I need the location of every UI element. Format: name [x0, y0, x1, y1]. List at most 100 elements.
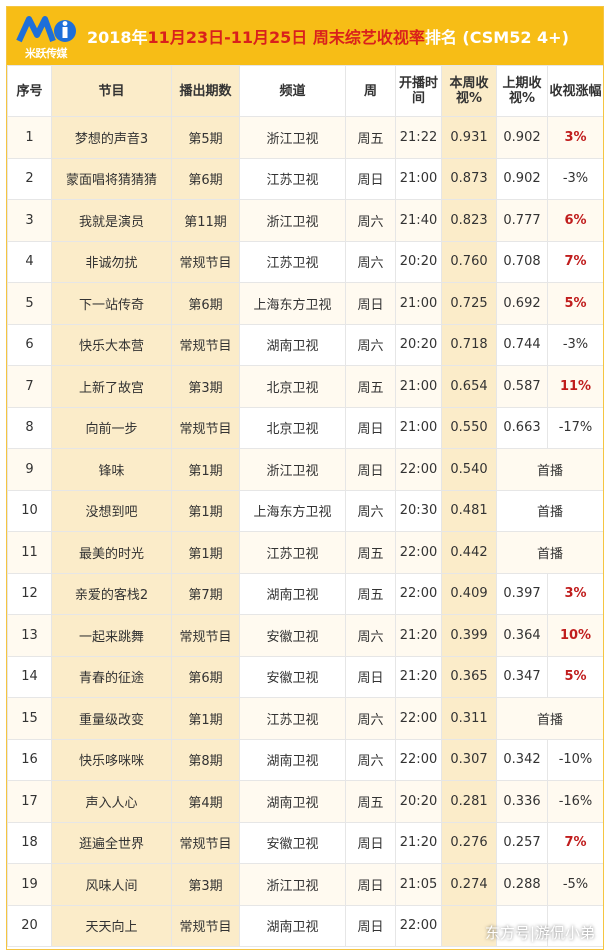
- cell-last: 0.288: [496, 863, 548, 906]
- cell-change: 10%: [547, 614, 603, 657]
- cell-day: 周六: [345, 199, 396, 242]
- cell-time: 22:00: [395, 904, 442, 947]
- cell-episode: 第5期: [171, 116, 240, 159]
- title-suffix: 排名 (CSM52 4+): [424, 28, 569, 47]
- cell-channel: 浙江卫视: [239, 448, 346, 491]
- cell-channel: 上海东方卫视: [239, 282, 346, 325]
- col-header-episode: 播出期数: [171, 65, 240, 117]
- cell-rank: 16: [7, 738, 52, 781]
- cell-last: 0.587: [496, 365, 548, 408]
- cell-time: 20:30: [395, 489, 442, 532]
- table-row: 2 蒙面唱将猜猜猜 第6期 江苏卫视 周日 21:00 0.873 0.902 -3%: [7, 157, 603, 200]
- cell-rank: 19: [7, 863, 52, 906]
- col-header-time: 开播时间: [395, 65, 442, 117]
- cell-change: 11%: [547, 365, 603, 408]
- title-year: 2018年: [87, 28, 148, 47]
- cell-rank: 15: [7, 697, 52, 740]
- cell-this-week: 0.931: [441, 116, 497, 159]
- cell-this-week: 0.365: [441, 655, 497, 698]
- table-body: 1 梦想的声音3 第5期 浙江卫视 周五 21:22 0.931 0.902 3% 2 蒙面唱将猜猜…: [7, 116, 603, 947]
- table-row: 19 风味人间 第3期 浙江卫视 周日 21:05 0.274 0.288 -5%: [7, 863, 603, 906]
- table-row: 14 青春的征途 第6期 安徽卫视 周日 21:20 0.365 0.347 5%: [7, 655, 603, 698]
- table-row: 4 非诚勿扰 常规节目 江苏卫视 周六 20:20 0.760 0.708 7%: [7, 240, 603, 283]
- cell-episode: 第4期: [171, 780, 240, 823]
- cell-rank: 3: [7, 199, 52, 242]
- cell-channel: 湖南卫视: [239, 904, 346, 947]
- cell-time: 20:20: [395, 240, 442, 283]
- cell-last: 0.397: [496, 572, 548, 615]
- watermark: 东方号|游侃小弟: [484, 924, 595, 942]
- cell-channel: 北京卫视: [239, 365, 346, 408]
- cell-premiere: 首播: [496, 448, 603, 491]
- cell-channel: 江苏卫视: [239, 157, 346, 200]
- title-dates: 11月23日-11月25日 周末综艺收视率: [147, 28, 425, 47]
- cell-rank: 6: [7, 323, 52, 366]
- cell-episode: 第1期: [171, 448, 240, 491]
- cell-channel: 浙江卫视: [239, 863, 346, 906]
- cell-last: 0.257: [496, 821, 548, 864]
- cell-program: 逛遍全世界: [51, 821, 172, 864]
- table-row: 12 亲爱的客栈2 第7期 湖南卫视 周五 22:00 0.409 0.397 3%: [7, 572, 603, 615]
- cell-day: 周日: [345, 157, 396, 200]
- cell-channel: 安徽卫视: [239, 821, 346, 864]
- table-row: 6 快乐大本营 常规节目 湖南卫视 周六 20:20 0.718 0.744 -3%: [7, 323, 603, 366]
- ratings-card: 米跃传媒 2018年 11月23日-11月25日 周末综艺收视率 排名 (CSM52…: [6, 6, 604, 950]
- cell-last: 0.663: [496, 406, 548, 449]
- cell-day: 周五: [345, 531, 396, 574]
- col-header-day: 周: [345, 65, 396, 117]
- cell-time: 21:00: [395, 157, 442, 200]
- cell-rank: 13: [7, 614, 52, 657]
- cell-last: 0.336: [496, 780, 548, 823]
- cell-program: 梦想的声音3: [51, 116, 172, 159]
- cell-episode: 常规节目: [171, 821, 240, 864]
- cell-episode: 常规节目: [171, 406, 240, 449]
- cell-day: 周五: [345, 116, 396, 159]
- table-row: 17 声入人心 第4期 湖南卫视 周五 20:20 0.281 0.336 -16%: [7, 780, 603, 823]
- cell-program: 我就是演员: [51, 199, 172, 242]
- cell-time: 21:05: [395, 863, 442, 906]
- cell-day: 周六: [345, 240, 396, 283]
- cell-rank: 1: [7, 116, 52, 159]
- cell-this-week: 0.307: [441, 738, 497, 781]
- cell-premiere: 首播: [496, 489, 603, 532]
- cell-rank: 12: [7, 572, 52, 615]
- cell-day: 周六: [345, 614, 396, 657]
- page-title: 2018年 11月23日-11月25日 周末综艺收视率 排名 (CSM52 4+): [87, 7, 597, 65]
- cell-time: 21:00: [395, 406, 442, 449]
- table-header-row: 序号 节目 播出期数 频道 周 开播时间 本周收视% 上期收视% 收视涨幅: [7, 65, 603, 117]
- cell-program: 最美的时光: [51, 531, 172, 574]
- cell-program: 向前一步: [51, 406, 172, 449]
- cell-channel: 湖南卫视: [239, 738, 346, 781]
- cell-change: -16%: [547, 780, 603, 823]
- cell-episode: 第6期: [171, 655, 240, 698]
- cell-change: 3%: [547, 572, 603, 615]
- cell-channel: 浙江卫视: [239, 116, 346, 159]
- cell-program: 天天向上: [51, 904, 172, 947]
- cell-episode: 第3期: [171, 863, 240, 906]
- cell-time: 21:20: [395, 614, 442, 657]
- cell-time: 22:00: [395, 738, 442, 781]
- cell-program: 蒙面唱将猜猜猜: [51, 157, 172, 200]
- cell-this-week: 0.274: [441, 863, 497, 906]
- cell-time: 21:20: [395, 655, 442, 698]
- cell-channel: 湖南卫视: [239, 572, 346, 615]
- cell-channel: 安徽卫视: [239, 614, 346, 657]
- cell-time: 21:20: [395, 821, 442, 864]
- cell-episode: 第7期: [171, 572, 240, 615]
- col-header-program: 节目: [51, 65, 172, 117]
- cell-channel: 江苏卫视: [239, 531, 346, 574]
- cell-channel: 江苏卫视: [239, 240, 346, 283]
- cell-this-week: 0.399: [441, 614, 497, 657]
- cell-channel: 安徽卫视: [239, 655, 346, 698]
- cell-day: 周五: [345, 365, 396, 408]
- cell-time: 22:00: [395, 572, 442, 615]
- cell-time: 22:00: [395, 697, 442, 740]
- table-row: 3 我就是演员 第11期 浙江卫视 周六 21:40 0.823 0.777 6%: [7, 199, 603, 242]
- cell-last: 0.692: [496, 282, 548, 325]
- cell-last: 0.347: [496, 655, 548, 698]
- cell-program: 没想到吧: [51, 489, 172, 532]
- cell-episode: 第6期: [171, 282, 240, 325]
- cell-program: 上新了故宫: [51, 365, 172, 408]
- table-row: 13 一起来跳舞 常规节目 安徽卫视 周六 21:20 0.399 0.364 10%: [7, 614, 603, 657]
- cell-rank: 17: [7, 780, 52, 823]
